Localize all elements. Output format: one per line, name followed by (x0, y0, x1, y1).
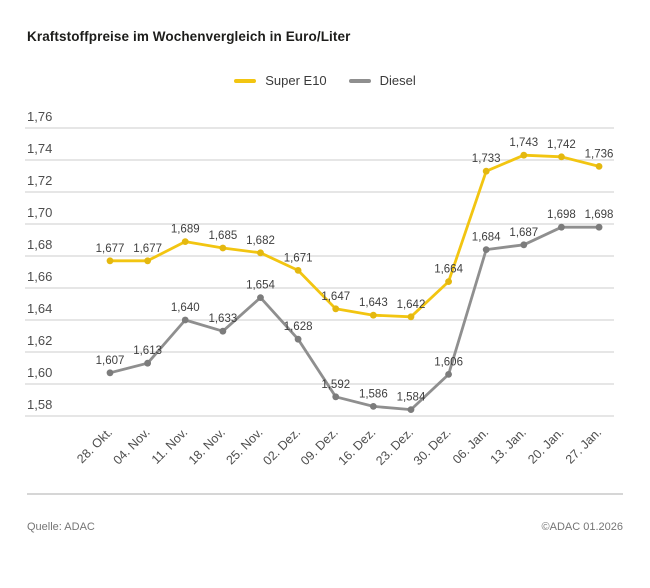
data-point-diesel (294, 335, 302, 343)
y-axis-tick-label: 1,60 (27, 365, 52, 380)
data-point-diesel (332, 393, 340, 401)
data-label-diesel: 1,592 (321, 379, 350, 391)
x-axis-tick-label: 18. Nov. (186, 425, 228, 467)
data-point-super-e10 (369, 311, 377, 319)
data-point-super-e10 (407, 313, 415, 321)
x-axis-tick-label: 20. Jan. (525, 425, 566, 466)
data-label-super-e10: 1,736 (585, 148, 614, 160)
data-label-super-e10: 1,685 (208, 230, 237, 242)
data-point-super-e10 (520, 151, 528, 159)
data-point-diesel (144, 359, 152, 367)
data-label-diesel: 1,687 (509, 227, 538, 239)
data-label-super-e10: 1,664 (434, 264, 463, 276)
x-axis-tick-label: 28. Okt. (74, 425, 115, 466)
data-label-super-e10: 1,682 (246, 235, 275, 247)
data-label-super-e10: 1,642 (397, 299, 426, 311)
data-point-super-e10 (294, 267, 302, 274)
footer: Quelle: ADAC ©ADAC 01.2026 (27, 521, 623, 533)
copyright-text: ©ADAC 01.2026 (541, 521, 624, 533)
data-point-super-e10 (106, 257, 114, 265)
data-label-diesel: 1,584 (397, 392, 426, 404)
data-point-super-e10 (181, 238, 189, 246)
data-label-diesel: 1,606 (434, 356, 463, 368)
x-axis-tick-label: 13. Jan. (488, 425, 529, 466)
data-point-diesel (445, 371, 452, 378)
data-label-super-e10: 1,742 (547, 139, 576, 151)
data-point-super-e10 (144, 257, 152, 265)
data-label-diesel: 1,613 (133, 345, 162, 357)
data-point-super-e10 (595, 163, 603, 170)
y-axis-tick-label: 1,58 (27, 397, 52, 412)
data-point-super-e10 (558, 153, 565, 161)
y-axis-tick-label: 1,70 (27, 205, 52, 220)
data-point-diesel (106, 369, 114, 377)
data-label-super-e10: 1,677 (133, 243, 162, 255)
data-point-super-e10 (257, 249, 264, 257)
data-point-diesel (257, 294, 264, 301)
legend-swatch-diesel-icon (348, 78, 371, 83)
data-point-diesel (181, 316, 189, 324)
data-label-super-e10: 1,733 (472, 153, 501, 165)
data-label-super-e10: 1,743 (509, 137, 538, 149)
legend-item-super-e10: Super E10 (234, 73, 327, 88)
source-text: Quelle: ADAC (27, 521, 95, 533)
data-point-diesel (369, 403, 377, 410)
data-label-diesel: 1,654 (246, 280, 275, 292)
legend-swatch-super-e10-icon (234, 78, 257, 83)
data-label-diesel: 1,633 (208, 313, 237, 325)
x-axis-tick-label: 16. Dez. (336, 425, 379, 468)
data-label-diesel: 1,684 (472, 232, 501, 244)
x-axis-tick-label: 27. Jan. (563, 425, 604, 466)
y-axis-tick-label: 1,74 (27, 141, 52, 156)
data-label-super-e10: 1,677 (96, 243, 125, 255)
data-label-diesel: 1,586 (359, 388, 388, 400)
series-line-super-e10 (108, 153, 601, 319)
data-point-diesel (558, 223, 565, 231)
data-label-diesel: 1,640 (171, 302, 200, 314)
data-label-super-e10: 1,647 (321, 291, 350, 303)
data-point-super-e10 (219, 244, 227, 252)
data-point-diesel (482, 246, 490, 254)
chart-title: Kraftstoffpreise im Wochenvergleich in E… (27, 29, 351, 44)
legend: Super E10 Diesel (0, 73, 650, 88)
x-axis-tick-label: 25. Nov. (223, 425, 265, 467)
data-label-diesel: 1,698 (547, 209, 576, 221)
series-line-diesel (108, 225, 601, 412)
x-axis-tick-label: 04. Nov. (111, 425, 153, 467)
y-axis-tick-label: 1,68 (27, 237, 52, 252)
x-axis-tick-label: 11. Nov. (149, 425, 191, 467)
y-axis-tick-label: 1,76 (27, 109, 52, 124)
legend-label-super-e10: Super E10 (265, 73, 327, 88)
x-axis-tick-label: 09. Dez. (298, 425, 341, 468)
y-axis-tick-label: 1,66 (27, 269, 52, 284)
y-axis-tick-label: 1,64 (27, 301, 52, 316)
data-point-diesel (595, 223, 603, 231)
data-label-super-e10: 1,671 (284, 252, 313, 264)
data-point-diesel (219, 327, 227, 335)
y-axis-tick-label: 1,62 (27, 333, 52, 348)
y-axis-tick-label: 1,72 (27, 173, 52, 188)
data-label-super-e10: 1,643 (359, 297, 388, 309)
data-point-diesel (407, 406, 415, 413)
data-point-diesel (520, 241, 528, 249)
data-point-super-e10 (445, 278, 452, 285)
footer-divider (27, 493, 623, 495)
data-label-super-e10: 1,689 (171, 224, 200, 236)
x-axis-tick-label: 06. Jan. (450, 425, 491, 466)
x-axis-tick-label: 23. Dez. (373, 425, 416, 468)
data-point-super-e10 (332, 305, 340, 313)
data-label-diesel: 1,628 (284, 321, 313, 333)
legend-label-diesel: Diesel (379, 73, 416, 88)
data-label-diesel: 1,607 (96, 355, 125, 367)
data-label-diesel: 1,698 (585, 209, 614, 221)
x-axis-tick-label: 30. Dez. (411, 425, 454, 468)
legend-item-diesel: Diesel (348, 73, 416, 88)
data-point-super-e10 (482, 167, 490, 175)
x-axis-tick-label: 02. Dez. (260, 425, 303, 468)
